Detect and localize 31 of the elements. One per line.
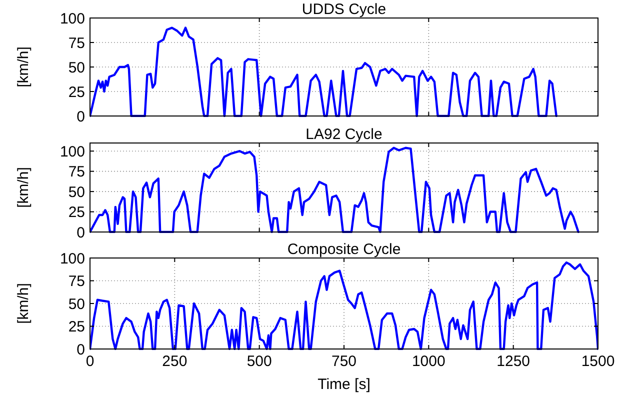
y-tick-label: 25 xyxy=(68,204,85,222)
y-tick-label: 100 xyxy=(60,143,85,160)
x-tick-label: 1000 xyxy=(412,353,446,370)
chart-title: LA92 Cycle xyxy=(306,126,382,143)
y-axis-title: [km/h] xyxy=(15,283,32,324)
y-tick-label: 50 xyxy=(68,184,85,201)
y-tick-label: 0 xyxy=(76,341,85,358)
y-tick-label: 0 xyxy=(76,224,85,242)
x-tick-label: 500 xyxy=(246,353,272,370)
y-axis-title: [km/h] xyxy=(15,167,32,208)
y-tick-label: 25 xyxy=(68,84,85,101)
x-tick-label: 1500 xyxy=(581,353,615,370)
y-tick-label: 50 xyxy=(68,59,85,76)
chart-title: Composite Cycle xyxy=(287,241,401,258)
x-tick-label: 750 xyxy=(331,353,357,370)
y-tick-label: 75 xyxy=(68,164,85,181)
line-series xyxy=(90,146,580,233)
y-tick-label: 100 xyxy=(60,250,85,268)
chart-title: UDDS Cycle xyxy=(302,1,386,18)
line-series xyxy=(90,261,598,350)
y-tick-label: 0 xyxy=(76,108,85,126)
x-axis-title: Time [s] xyxy=(318,376,370,393)
y-tick-label: 50 xyxy=(68,296,85,313)
y-tick-label: 75 xyxy=(68,34,85,52)
line-series xyxy=(90,26,558,117)
y-tick-label: 100 xyxy=(60,10,85,28)
y-axis-title: [km/h] xyxy=(15,46,32,88)
y-tick-label: 75 xyxy=(68,273,85,290)
x-tick-label: 1250 xyxy=(496,353,530,370)
y-tick-label: 25 xyxy=(68,318,85,336)
x-tick-label: 250 xyxy=(162,353,188,370)
